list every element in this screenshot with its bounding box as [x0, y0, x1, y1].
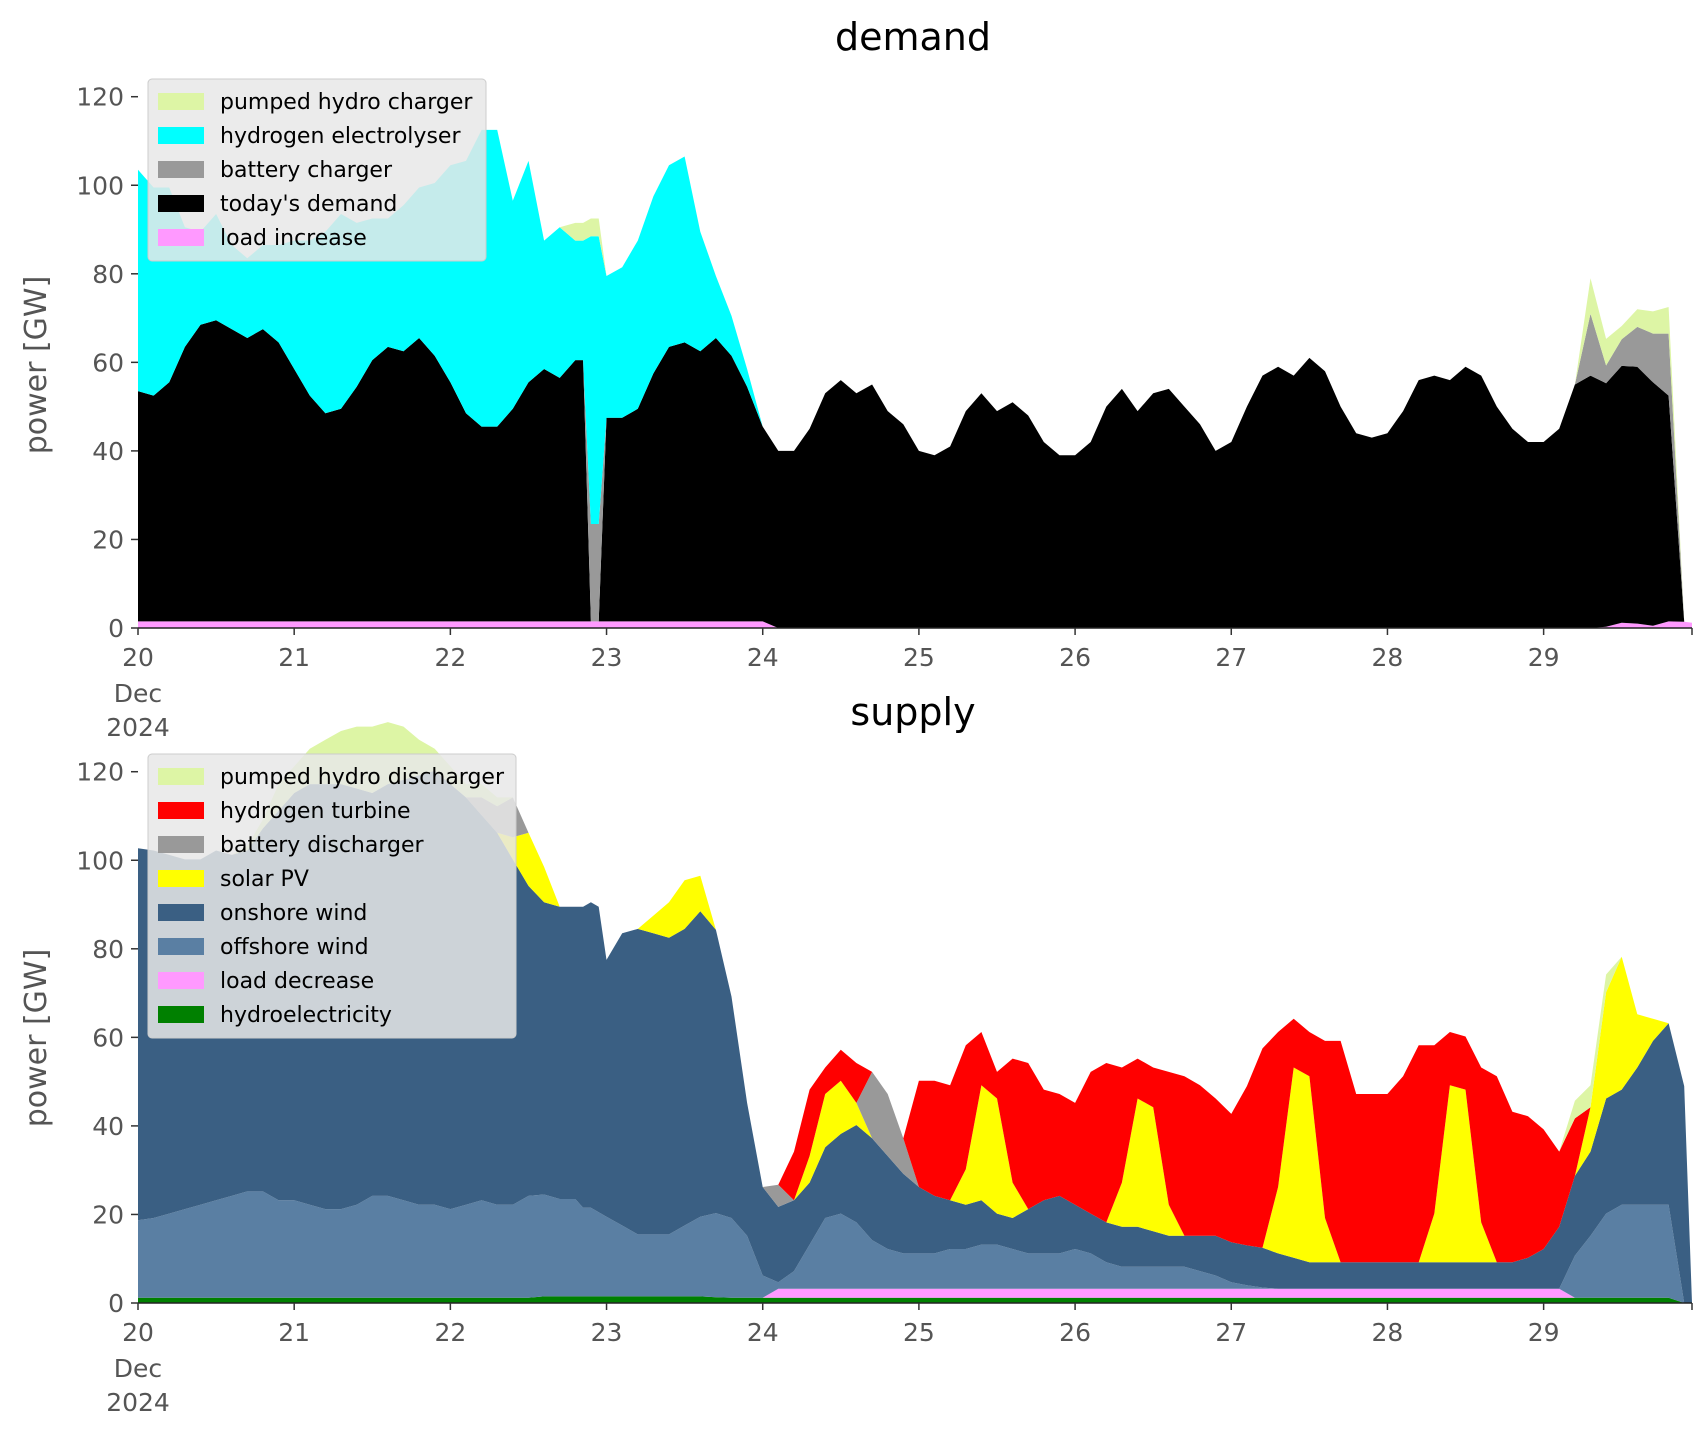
- supply-area-hydrogen-turbine: [138, 770, 1692, 1303]
- supply-area-solar-pv: [138, 770, 1692, 1303]
- supply-y-tick-label: 100: [76, 846, 124, 875]
- demand-y-tick-label: 60: [92, 348, 124, 377]
- supply-y-tick-label: 40: [92, 1112, 124, 1141]
- supply-area-hydroelectricity: [138, 1296, 1692, 1303]
- demand-y-tick-label: 0: [108, 614, 124, 643]
- supply-x-tick-label: 26: [1059, 1318, 1091, 1347]
- supply-y-axis-label: power [GW]: [19, 949, 54, 1128]
- supply-chart: supply power [GW] 20 21 22 23 24 25 26 27 28 29 De…: [19, 690, 1693, 1417]
- demand-legend-label-load-increase[interactable]: load increase: [220, 226, 367, 251]
- supply-legend-swatch-load-decrease: [158, 972, 204, 989]
- supply-x-tick-label: 23: [591, 1318, 623, 1347]
- demand-legend-label-today-s-demand[interactable]: today's demand: [220, 192, 397, 217]
- supply-x-tick-label: 21: [278, 1318, 310, 1347]
- supply-x-tick-label: 20: [122, 1318, 154, 1347]
- demand-x-tick-label: 21: [278, 643, 310, 672]
- supply-x-tick-label: 27: [1215, 1318, 1247, 1347]
- demand-area-load-increase: [138, 621, 1692, 628]
- demand-x-date-label: 2024: [106, 713, 170, 742]
- supply-legend-label-hydroelectricity[interactable]: hydroelectricity: [220, 1003, 392, 1028]
- demand-chart-title: demand: [835, 15, 991, 59]
- supply-area-offshore-wind: [138, 1191, 1692, 1303]
- supply-legend-label-load-decrease[interactable]: load decrease: [220, 969, 374, 994]
- supply-chart-title: supply: [850, 690, 975, 734]
- supply-axes: 20 21 22 23 24 25 26 27 28 29Dec20240204060801001…: [76, 758, 1693, 1417]
- demand-x-tick-label: 25: [903, 643, 935, 672]
- supply-x-tick-label: 29: [1528, 1318, 1560, 1347]
- supply-y-tick-label: 20: [92, 1200, 124, 1229]
- supply-legend-swatch-onshore-wind: [158, 904, 204, 921]
- supply-x-tick-label: 25: [903, 1318, 935, 1347]
- demand-x-tick-label: 27: [1215, 643, 1247, 672]
- supply-y-tick-label: 60: [92, 1023, 124, 1052]
- demand-y-tick-label: 80: [92, 260, 124, 289]
- demand-legend-label-hydrogen-electrolyser[interactable]: hydrogen electrolyser: [220, 124, 461, 149]
- demand-area-series: [138, 129, 1692, 628]
- demand-y-tick-label: 20: [92, 525, 124, 554]
- demand-x-tick-label: 26: [1059, 643, 1091, 672]
- demand-y-axis-label: power [GW]: [19, 276, 54, 455]
- demand-x-date-label: Dec: [114, 679, 162, 708]
- supply-legend-swatch-battery-discharger: [158, 836, 204, 853]
- demand-x-tick-label: 20: [122, 643, 154, 672]
- supply-legend-label-solar-pv[interactable]: solar PV: [220, 867, 309, 892]
- demand-x-tick-label: 29: [1528, 643, 1560, 672]
- supply-legend-swatch-pumped-hydro-discharger: [158, 768, 204, 785]
- supply-legend-label-battery-discharger[interactable]: battery discharger: [220, 833, 425, 858]
- demand-y-tick-label: 100: [76, 171, 124, 200]
- supply-legend-swatch-hydrogen-turbine: [158, 802, 204, 819]
- demand-chart: demand power [GW] 20 21 22 23 24 25 26 27 28 29 De…: [19, 15, 1693, 742]
- demand-legend[interactable]: pumped hydro charger hydrogen electrolyse…: [147, 78, 487, 262]
- demand-area-today-s-demand: [138, 320, 1692, 628]
- demand-x-tick-label: 23: [591, 643, 623, 672]
- supply-legend[interactable]: pumped hydro discharger hydrogen turbine b…: [147, 753, 517, 1039]
- demand-legend-swatch-hydrogen-electrolyser: [158, 127, 204, 144]
- supply-legend-label-pumped-hydro-discharger[interactable]: pumped hydro discharger: [220, 765, 505, 790]
- supply-y-tick-label: 0: [108, 1289, 124, 1318]
- supply-x-tick-label: 22: [434, 1318, 466, 1347]
- demand-legend-frame: [147, 78, 487, 262]
- demand-legend-label-pumped-hydro-charger[interactable]: pumped hydro charger: [220, 90, 473, 115]
- supply-area-load-decrease: [138, 1288, 1692, 1303]
- supply-area-onshore-wind: [138, 770, 1692, 1303]
- supply-x-date-label: 2024: [106, 1388, 170, 1417]
- demand-x-tick-label: 28: [1372, 643, 1404, 672]
- demand-legend-swatch-today-s-demand: [158, 195, 204, 212]
- supply-legend-swatch-solar-pv: [158, 870, 204, 887]
- demand-legend-swatch-battery-charger: [158, 161, 204, 178]
- supply-legend-frame: [147, 753, 517, 1039]
- demand-legend-label-battery-charger[interactable]: battery charger: [220, 158, 393, 183]
- demand-legend-swatch-pumped-hydro-charger: [158, 93, 204, 110]
- supply-x-tick-label: 24: [747, 1318, 779, 1347]
- supply-legend-label-offshore-wind[interactable]: offshore wind: [220, 935, 369, 960]
- demand-y-tick-label: 120: [76, 83, 124, 112]
- demand-x-tick-label: 22: [434, 643, 466, 672]
- supply-legend-swatch-hydroelectricity: [158, 1006, 204, 1023]
- supply-y-tick-label: 80: [92, 935, 124, 964]
- supply-legend-label-onshore-wind[interactable]: onshore wind: [220, 901, 367, 926]
- supply-legend-label-hydrogen-turbine[interactable]: hydrogen turbine: [220, 799, 411, 824]
- demand-legend-swatch-load-increase: [158, 229, 204, 246]
- demand-area-hydrogen-electrolyser: [138, 129, 1692, 623]
- demand-y-tick-label: 40: [92, 437, 124, 466]
- supply-x-date-label: Dec: [114, 1354, 162, 1383]
- supply-y-tick-label: 120: [76, 758, 124, 787]
- demand-x-tick-label: 24: [747, 643, 779, 672]
- demand-axes: 20 21 22 23 24 25 26 27 28 29Dec20240204060801001…: [76, 83, 1693, 742]
- supply-legend-swatch-offshore-wind: [158, 938, 204, 955]
- supply-x-tick-label: 28: [1372, 1318, 1404, 1347]
